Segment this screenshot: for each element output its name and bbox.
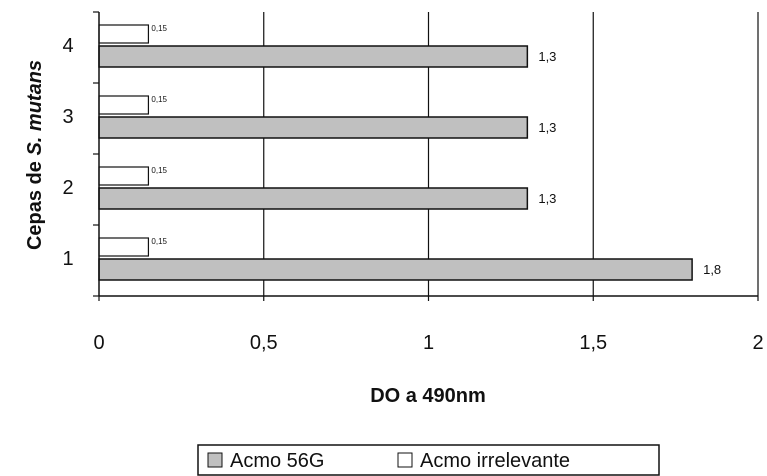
legend-label-acmo-irrelevante: Acmo irrelevante bbox=[420, 450, 570, 472]
legend-label-acmo-56g: Acmo 56G bbox=[230, 450, 324, 472]
y-tick-label: 3 bbox=[62, 106, 73, 128]
data-label-acmo-irrelevante: 0,15 bbox=[151, 237, 167, 246]
x-axis-title: DO a 490nm bbox=[370, 385, 486, 407]
bar-acmo-irrelevante bbox=[98, 95, 150, 115]
bars bbox=[98, 24, 693, 281]
data-label-acmo-56g: 1,3 bbox=[538, 191, 556, 206]
y-axis-title: Cepas de S. mutans bbox=[24, 60, 46, 250]
data-label-acmo-56g: 1,3 bbox=[538, 120, 556, 135]
y-tick-label: 4 bbox=[62, 35, 73, 57]
bar-acmo-56g bbox=[98, 187, 529, 210]
bar-acmo-irrelevante bbox=[98, 166, 150, 186]
value-labels: 0,15 1,8 0,15 1,3 0,15 1,3 0,15 1,3 bbox=[151, 24, 721, 277]
tick-labels: 0 0,5 1 1,5 2 1 2 3 4 bbox=[62, 11, 764, 354]
legend-swatch-acmo-56g bbox=[207, 452, 223, 468]
x-tick-label: 1 bbox=[423, 332, 434, 354]
bar-acmo-56g bbox=[98, 45, 529, 68]
data-label-acmo-irrelevante: 0,15 bbox=[151, 95, 167, 104]
y-axis-title-italic: S. mutans bbox=[24, 60, 46, 156]
bar-acmo-irrelevante bbox=[98, 237, 150, 257]
legend-swatch-acmo-irrelevante bbox=[397, 452, 413, 468]
y-axis-title-prefix: Cepas de bbox=[24, 156, 46, 250]
data-label-acmo-56g: 1,8 bbox=[703, 262, 721, 277]
bar-acmo-56g bbox=[98, 258, 693, 281]
y-tick-label: 2 bbox=[62, 177, 73, 199]
data-label-acmo-56g: 1,3 bbox=[538, 49, 556, 64]
y-tick-label: 1 bbox=[62, 248, 73, 270]
x-tick-label: 1,5 bbox=[579, 332, 607, 354]
data-label-acmo-irrelevante: 0,15 bbox=[151, 24, 167, 33]
legend-frame bbox=[197, 444, 660, 476]
x-tick-label: 0,5 bbox=[250, 332, 278, 354]
bar-acmo-56g bbox=[98, 116, 529, 139]
x-tick-label: 0 bbox=[93, 332, 104, 354]
data-label-acmo-irrelevante: 0,15 bbox=[151, 166, 167, 175]
x-tick-label: 2 bbox=[752, 332, 763, 354]
bar-acmo-irrelevante bbox=[98, 24, 150, 44]
legend: Acmo 56G Acmo irrelevante bbox=[197, 444, 660, 476]
